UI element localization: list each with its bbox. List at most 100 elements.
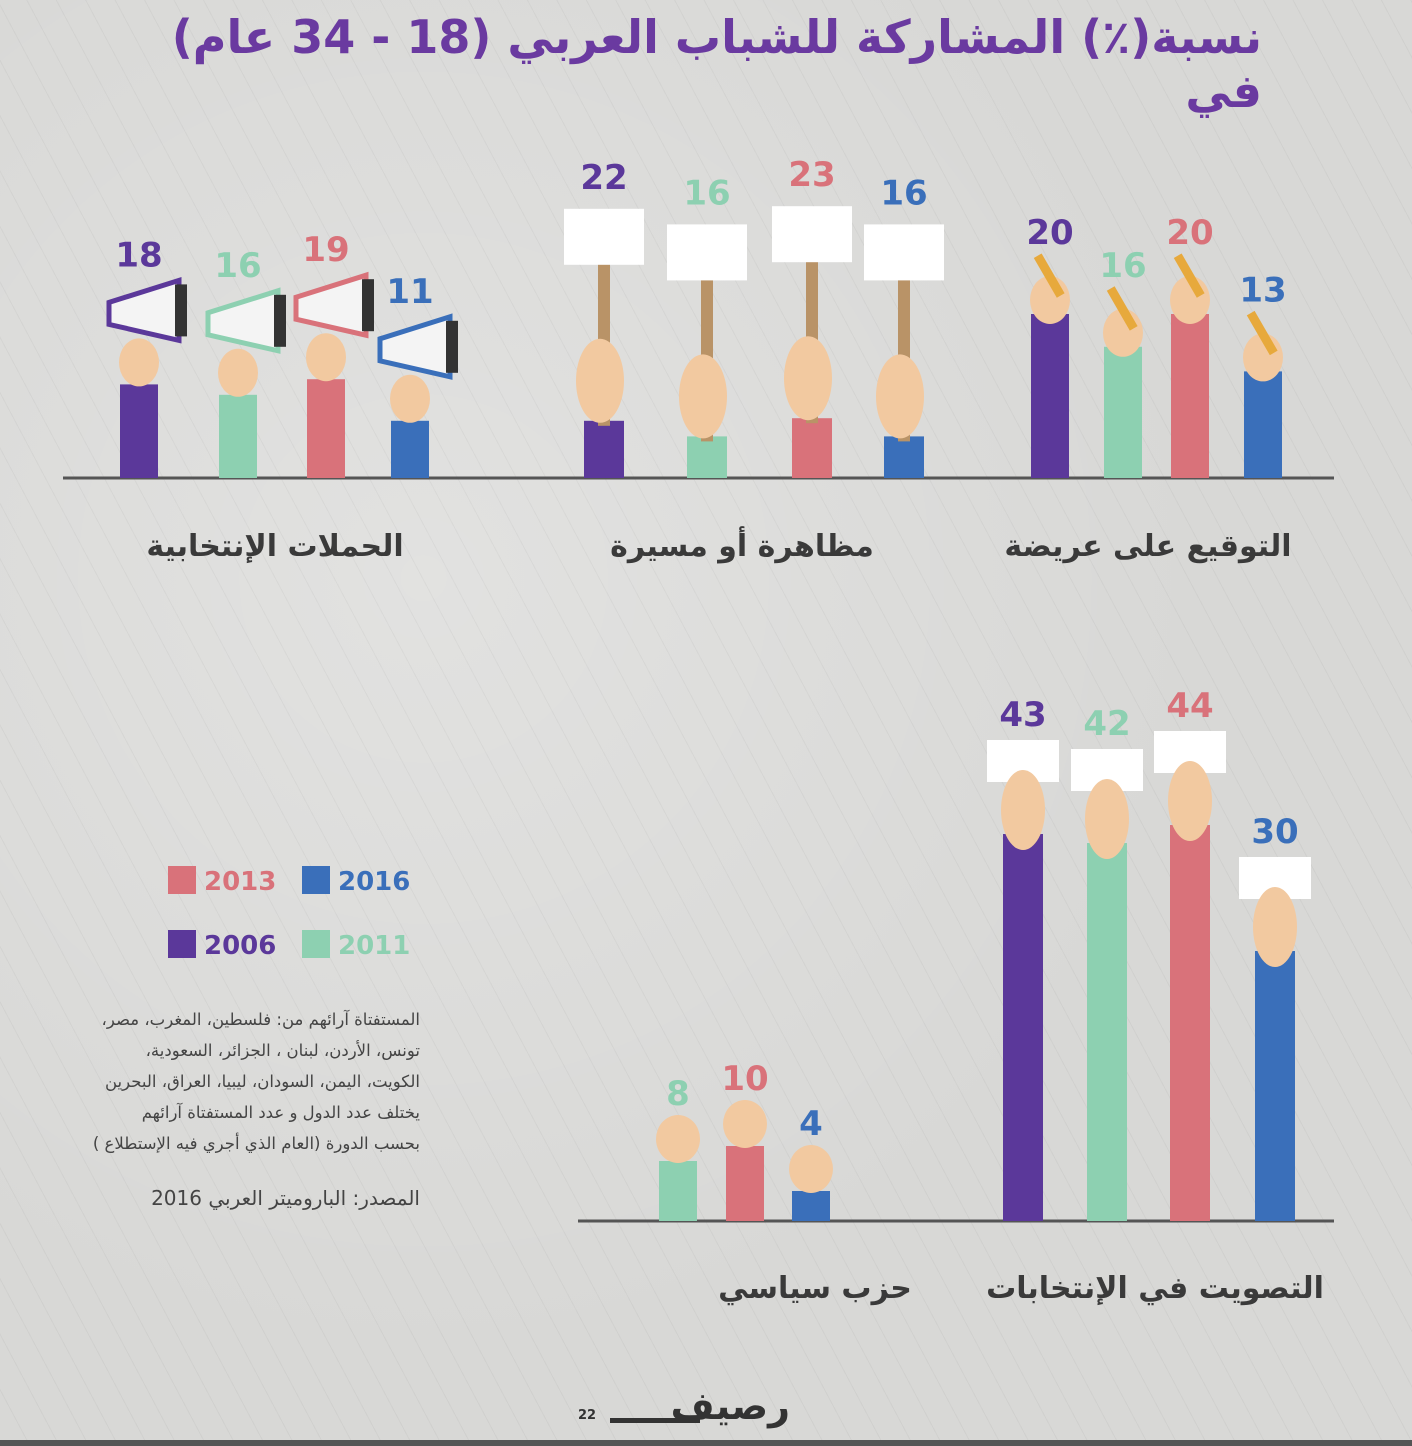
note-line: المستفتاة آرائهم من: فلسطين، المغرب، مصر… (101, 1010, 420, 1029)
ballot-hand-icon (1154, 731, 1226, 841)
pencil-shape (1246, 310, 1278, 356)
chart-title: نسبة(٪) المشاركة للشباب العربي (18 - 34 … (171, 10, 1262, 118)
category-label: مظاهرة أو مسيرة (610, 526, 874, 564)
legend: 2013 2016 2006 2011 (168, 866, 410, 961)
legend-label: 2016 (338, 867, 410, 897)
bar-2011 (687, 436, 727, 478)
hand-shape (876, 354, 924, 439)
megaphone-shape (106, 276, 182, 344)
protest-sign-icon (772, 206, 852, 424)
hand-shape (306, 333, 346, 382)
value-label: 19 (302, 230, 349, 270)
sign-shape (667, 224, 747, 281)
bar-2006 (1003, 834, 1043, 1221)
fist-shape (656, 1115, 700, 1163)
value-label: 16 (214, 246, 261, 286)
pencil-hand-icon (1103, 286, 1143, 357)
bar-2006 (584, 420, 624, 478)
ballot-hand-icon (987, 740, 1059, 850)
megaphone-shape (293, 271, 369, 339)
raseef-logo: رصيف 22 (570, 1384, 790, 1434)
bar-2011 (219, 394, 257, 478)
pencil-shape (1173, 253, 1205, 298)
note-line: بحسب الدورة (العام الذي أجري فيه الإستطل… (92, 1134, 420, 1153)
value-label: 30 (1251, 812, 1298, 852)
category-label: التوقيع على عريضة (1004, 529, 1291, 564)
hand-shape (1168, 761, 1212, 841)
bar-2011 (1087, 843, 1127, 1221)
pencil-shape (1106, 286, 1138, 331)
value-label: 20 (1166, 213, 1213, 253)
megaphone-grill (446, 320, 458, 373)
note-line: يختلف عدد الدول و عدد المستفتاة آرائهم (141, 1103, 420, 1122)
category-label: التصويت في الإنتخابات (986, 1271, 1324, 1306)
value-label: 18 (115, 235, 162, 275)
pencil-shape (1033, 253, 1065, 298)
value-label: 16 (1099, 246, 1146, 286)
bar-2006 (120, 384, 158, 478)
hand-shape (218, 348, 258, 397)
hand-shape (119, 338, 159, 387)
pencil-hand-icon (1243, 310, 1283, 382)
value-label: 23 (788, 155, 835, 195)
value-label: 4 (799, 1104, 823, 1144)
icons-layer (106, 206, 1311, 1193)
megaphone-icon (377, 313, 458, 423)
legend-swatch (302, 930, 330, 958)
value-label: 20 (1026, 213, 1073, 253)
megaphone-icon (293, 271, 374, 382)
value-label: 8 (666, 1074, 690, 1114)
bar-2016 (884, 436, 924, 478)
category-label: الحملات الإنتخابية (146, 529, 403, 564)
hand-shape (1085, 779, 1129, 859)
value-label: 43 (999, 695, 1046, 735)
fist-icon (656, 1115, 700, 1163)
megaphone-icon (205, 287, 286, 397)
hand-shape (679, 354, 727, 439)
fist-shape (723, 1100, 767, 1148)
hand-shape (576, 338, 624, 423)
bar-2013 (307, 379, 345, 478)
value-label: 22 (580, 158, 627, 198)
legend-item-2006: 2006 (168, 930, 276, 961)
value-label: 16 (880, 173, 927, 213)
bar-2016 (391, 420, 429, 478)
megaphone-shape (377, 313, 453, 380)
legend-swatch (168, 866, 196, 894)
ballot-hand-icon (1239, 857, 1311, 967)
note-line: الكويت، اليمن، السودان، ليبيا، العراق، ا… (104, 1072, 420, 1091)
legend-label: 2013 (204, 867, 276, 897)
value-label: 13 (1239, 270, 1286, 310)
sign-shape (772, 206, 852, 263)
value-label: 10 (721, 1059, 768, 1099)
bar-2016 (1244, 371, 1282, 478)
pencil-hand-icon (1030, 253, 1070, 324)
value-label: 42 (1083, 704, 1130, 744)
countries-note: المستفتاة آرائهم من: فلسطين، المغرب، مصر… (60, 1004, 420, 1159)
protest-sign-icon (667, 224, 747, 442)
bar-2011 (1104, 346, 1142, 478)
source-note: المصدر: البارومیتر العربي 2016 (151, 1186, 420, 1210)
bar-2013 (792, 418, 832, 478)
fist-icon (789, 1145, 833, 1193)
bar-2016 (1255, 951, 1295, 1221)
legend-swatch (302, 866, 330, 894)
sign-shape (564, 208, 644, 265)
page-number: 22 (578, 1408, 597, 1423)
megaphone-shape (205, 287, 281, 354)
fist-shape (789, 1145, 833, 1193)
megaphone-grill (175, 284, 187, 337)
value-label: 44 (1166, 686, 1213, 726)
value-label: 11 (386, 272, 433, 312)
bar-2013 (1171, 314, 1209, 478)
legend-item-2013: 2013 (168, 866, 276, 897)
bars-layer (120, 314, 1295, 1221)
category-labels-layer: التوقيع على عريضة مظاهرة أو مسيرة الحملات … (146, 526, 1324, 1306)
megaphone-grill (274, 294, 286, 347)
category-label: حزب سياسي (718, 1271, 912, 1306)
hand-shape (390, 374, 430, 423)
legend-item-2011: 2011 (302, 930, 410, 961)
hand-shape (1001, 770, 1045, 850)
legend-label: 2006 (204, 931, 276, 961)
